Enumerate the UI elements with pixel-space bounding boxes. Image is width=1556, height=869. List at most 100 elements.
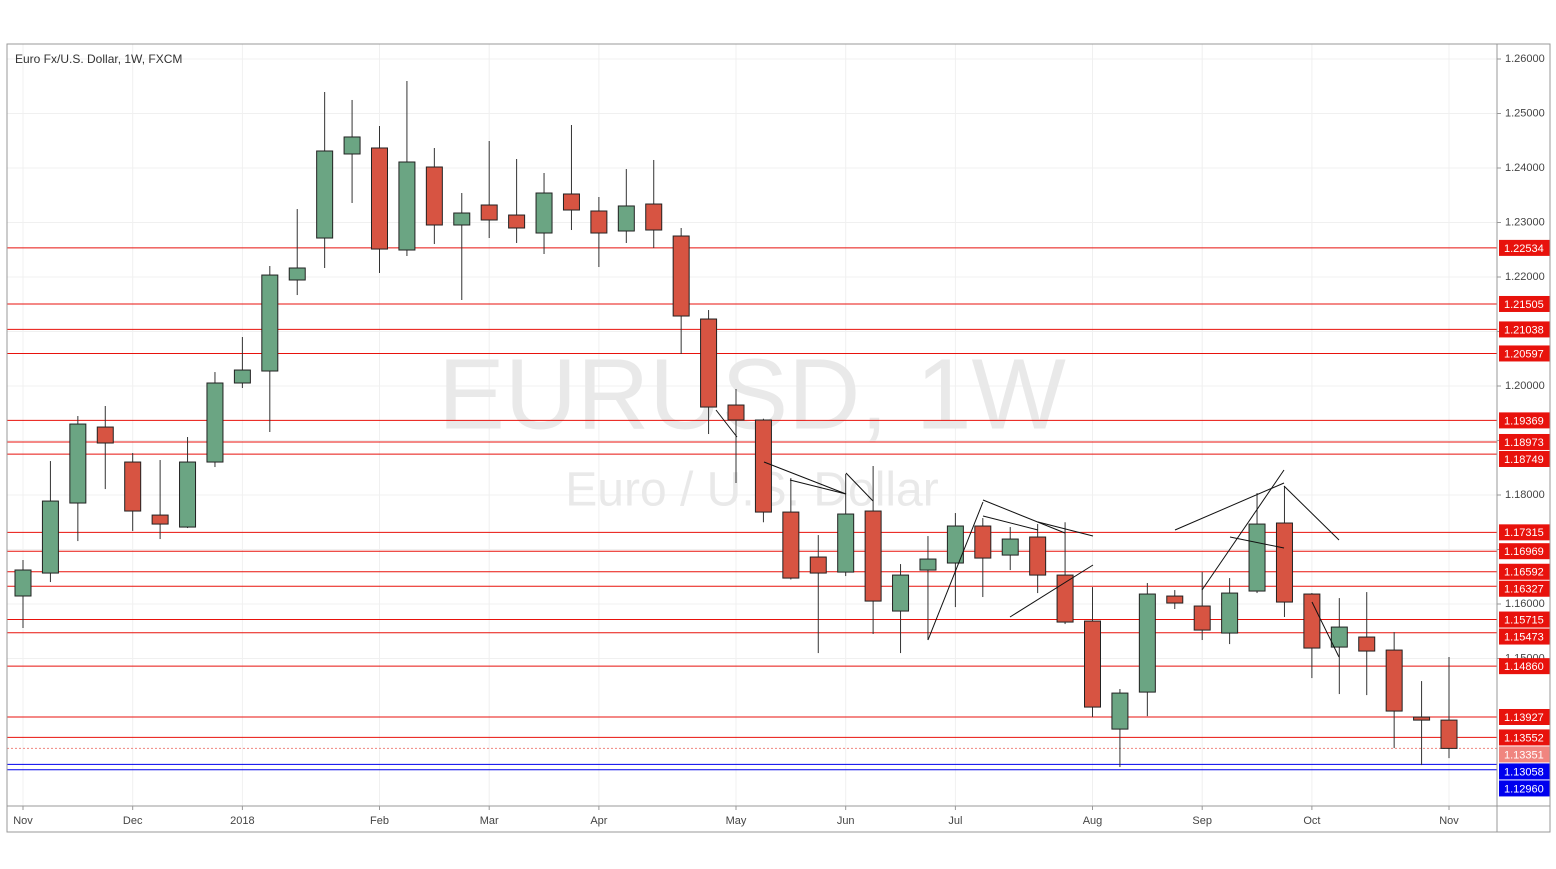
candle-body <box>590 210 608 234</box>
y-tick-label: 1.22000 <box>1505 271 1545 283</box>
drawings <box>715 409 1340 658</box>
chart-title: Euro Fx/U.S. Dollar, 1W, FXCM <box>15 52 182 66</box>
candle-body <box>425 166 443 226</box>
trend-line <box>763 461 847 495</box>
candle-body <box>96 426 114 444</box>
trend-line <box>715 409 738 438</box>
candle-body <box>672 235 690 317</box>
candle-body <box>233 369 251 384</box>
candle-body <box>398 161 416 251</box>
x-tick-label: Sep <box>1192 815 1212 827</box>
y-tick-label: 1.24000 <box>1505 162 1545 174</box>
y-tick-label: 1.18000 <box>1505 489 1545 501</box>
candle-body <box>1385 649 1403 712</box>
level-label: 1.21038 <box>1504 324 1544 336</box>
level-label-box <box>1499 658 1550 675</box>
candle-body <box>617 205 635 232</box>
candle-body <box>946 525 964 564</box>
candle-body <box>343 136 361 155</box>
x-tick-label: Aug <box>1083 815 1103 827</box>
x-tick-label: Nov <box>13 815 33 827</box>
level-label-box <box>1499 433 1550 450</box>
y-tick-label: 1.20000 <box>1505 380 1545 392</box>
level-label: 1.21505 <box>1504 299 1544 311</box>
candle-body <box>974 525 992 559</box>
level-label: 1.17315 <box>1504 527 1544 539</box>
y-tick-label: 1.25000 <box>1505 107 1545 119</box>
x-tick-label: Mar <box>480 815 499 827</box>
candle-body <box>14 569 32 597</box>
level-label: 1.15715 <box>1504 614 1544 626</box>
y-tick-label: 1.23000 <box>1505 216 1545 228</box>
candle-body <box>69 423 87 504</box>
candle-body <box>1413 716 1431 721</box>
x-tick-label: Jul <box>948 815 962 827</box>
candle-body <box>562 193 580 211</box>
trend-line <box>927 501 984 641</box>
level-label: 1.13058 <box>1504 766 1544 778</box>
level-label: 1.15473 <box>1504 631 1544 643</box>
trend-line <box>1311 601 1340 658</box>
candle-body <box>754 419 772 513</box>
candle-body <box>316 150 334 239</box>
candle-body <box>1275 522 1293 603</box>
level-label-box <box>1499 543 1550 560</box>
candle-body <box>1001 538 1019 556</box>
level-label-box <box>1499 580 1550 597</box>
level-label: 1.16592 <box>1504 567 1544 579</box>
candle-body <box>1056 574 1074 623</box>
level-label-box <box>1499 239 1550 256</box>
level-label-box <box>1499 763 1550 780</box>
level-label-box <box>1499 321 1550 338</box>
candle-body <box>151 514 169 525</box>
level-label-box <box>1499 729 1550 746</box>
candle-body <box>1111 692 1129 730</box>
trend-line <box>1174 482 1285 531</box>
level-label: 1.14860 <box>1504 661 1544 673</box>
level-label: 1.16327 <box>1504 584 1544 596</box>
candles <box>14 81 1458 768</box>
candle-body <box>1193 605 1211 631</box>
candle-body <box>700 318 718 408</box>
candle-body <box>261 274 279 372</box>
candle-body <box>1303 593 1321 649</box>
level-label-box <box>1499 345 1550 362</box>
frame <box>6 43 1551 833</box>
candle-body <box>1358 636 1376 652</box>
level-label-box <box>1499 524 1550 541</box>
trend-line <box>1229 536 1285 549</box>
trend-line <box>1201 469 1285 591</box>
candle-body <box>892 574 910 612</box>
x-tick-label: Apr <box>590 815 607 827</box>
x-tick-label: Dec <box>123 815 143 827</box>
candle-body <box>480 204 498 221</box>
level-label-box <box>1499 780 1550 797</box>
x-tick-label: 2018 <box>230 815 254 827</box>
candle-body <box>1330 626 1348 648</box>
candle-body <box>1248 523 1266 592</box>
level-label: 1.20597 <box>1504 348 1544 360</box>
trend-line <box>1283 485 1340 541</box>
level-label: 1.18749 <box>1504 454 1544 466</box>
candle-body <box>1084 620 1101 708</box>
candle-body <box>782 511 800 579</box>
candle-body <box>179 461 197 528</box>
candle-body <box>206 382 224 463</box>
candle-body <box>1029 536 1047 576</box>
candle-body <box>809 556 827 574</box>
x-tick-label: Feb <box>370 815 389 827</box>
candle-body <box>727 404 745 421</box>
candle-body <box>837 513 855 573</box>
level-label-box <box>1499 450 1550 467</box>
y-tick-label: 1.16000 <box>1505 598 1545 610</box>
level-label-box <box>1499 412 1550 429</box>
axes: 1.150001.160001.170001.180001.190001.200… <box>13 53 1550 827</box>
x-tick-label: Oct <box>1303 815 1320 827</box>
candle-body <box>288 267 306 281</box>
level-label: 1.12960 <box>1504 783 1544 795</box>
time-axis-bg <box>7 806 1497 832</box>
watermark: EURUSD, 1W <box>438 338 1066 450</box>
candle-body <box>535 192 553 234</box>
